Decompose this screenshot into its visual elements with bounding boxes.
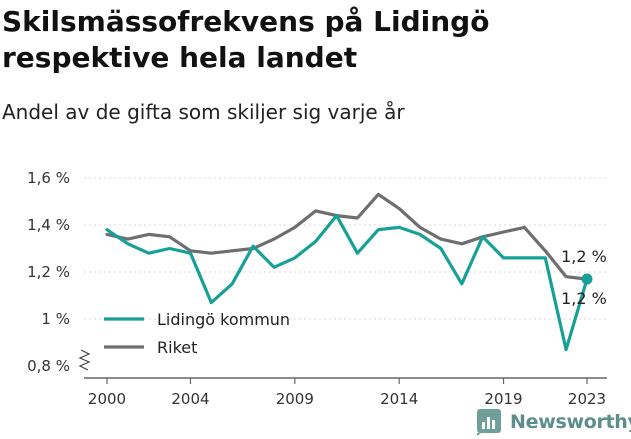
legend-label: Riket (157, 338, 197, 357)
x-axis: 2000 2004 2009 2014 2019 2023 (84, 377, 607, 408)
series-line-riket (105, 192, 589, 281)
end-label-riket: 1,2 % (561, 247, 607, 266)
y-tick-label: 1,4 % (27, 216, 70, 234)
x-tick-label: 2000 (88, 390, 126, 408)
chart-title: Skilsmässofrekvens på Lidingö respektive… (2, 5, 490, 74)
y-axis-ticks: 0,8 % 1 % 1,2 % 1,4 % 1,6 % (27, 169, 91, 375)
x-tick-label: 2019 (484, 390, 522, 408)
brand-name: Newsworthy (510, 411, 631, 433)
y-tick-label: 1,2 % (27, 263, 70, 281)
end-label-lidingo: 1,2 % (561, 289, 607, 308)
legend: Lidingö kommun Riket (104, 310, 290, 357)
series-lines (105, 192, 593, 352)
y-tick-label: 1,6 % (27, 169, 70, 187)
chart-subtitle: Andel av de gifta som skiljer sig varje … (2, 100, 405, 124)
newsworthy-logo: Newsworthy (476, 406, 631, 438)
y-tick-label: 0,8 % (27, 357, 70, 375)
gridlines (84, 177, 607, 320)
newsworthy-icon (477, 409, 501, 436)
x-tick-label: 2014 (380, 390, 418, 408)
y-tick-label: 1 % (41, 310, 70, 328)
end-point-marker (581, 273, 593, 285)
x-tick-label: 2004 (171, 390, 209, 408)
series-line-lidingo (105, 214, 589, 352)
legend-label: Lidingö kommun (157, 310, 290, 329)
end-labels: 1,2 % 1,2 % (561, 247, 607, 308)
x-tick-label: 2009 (276, 390, 314, 408)
axis-break-icon (78, 349, 91, 371)
x-tick-label: 2023 (568, 390, 606, 408)
